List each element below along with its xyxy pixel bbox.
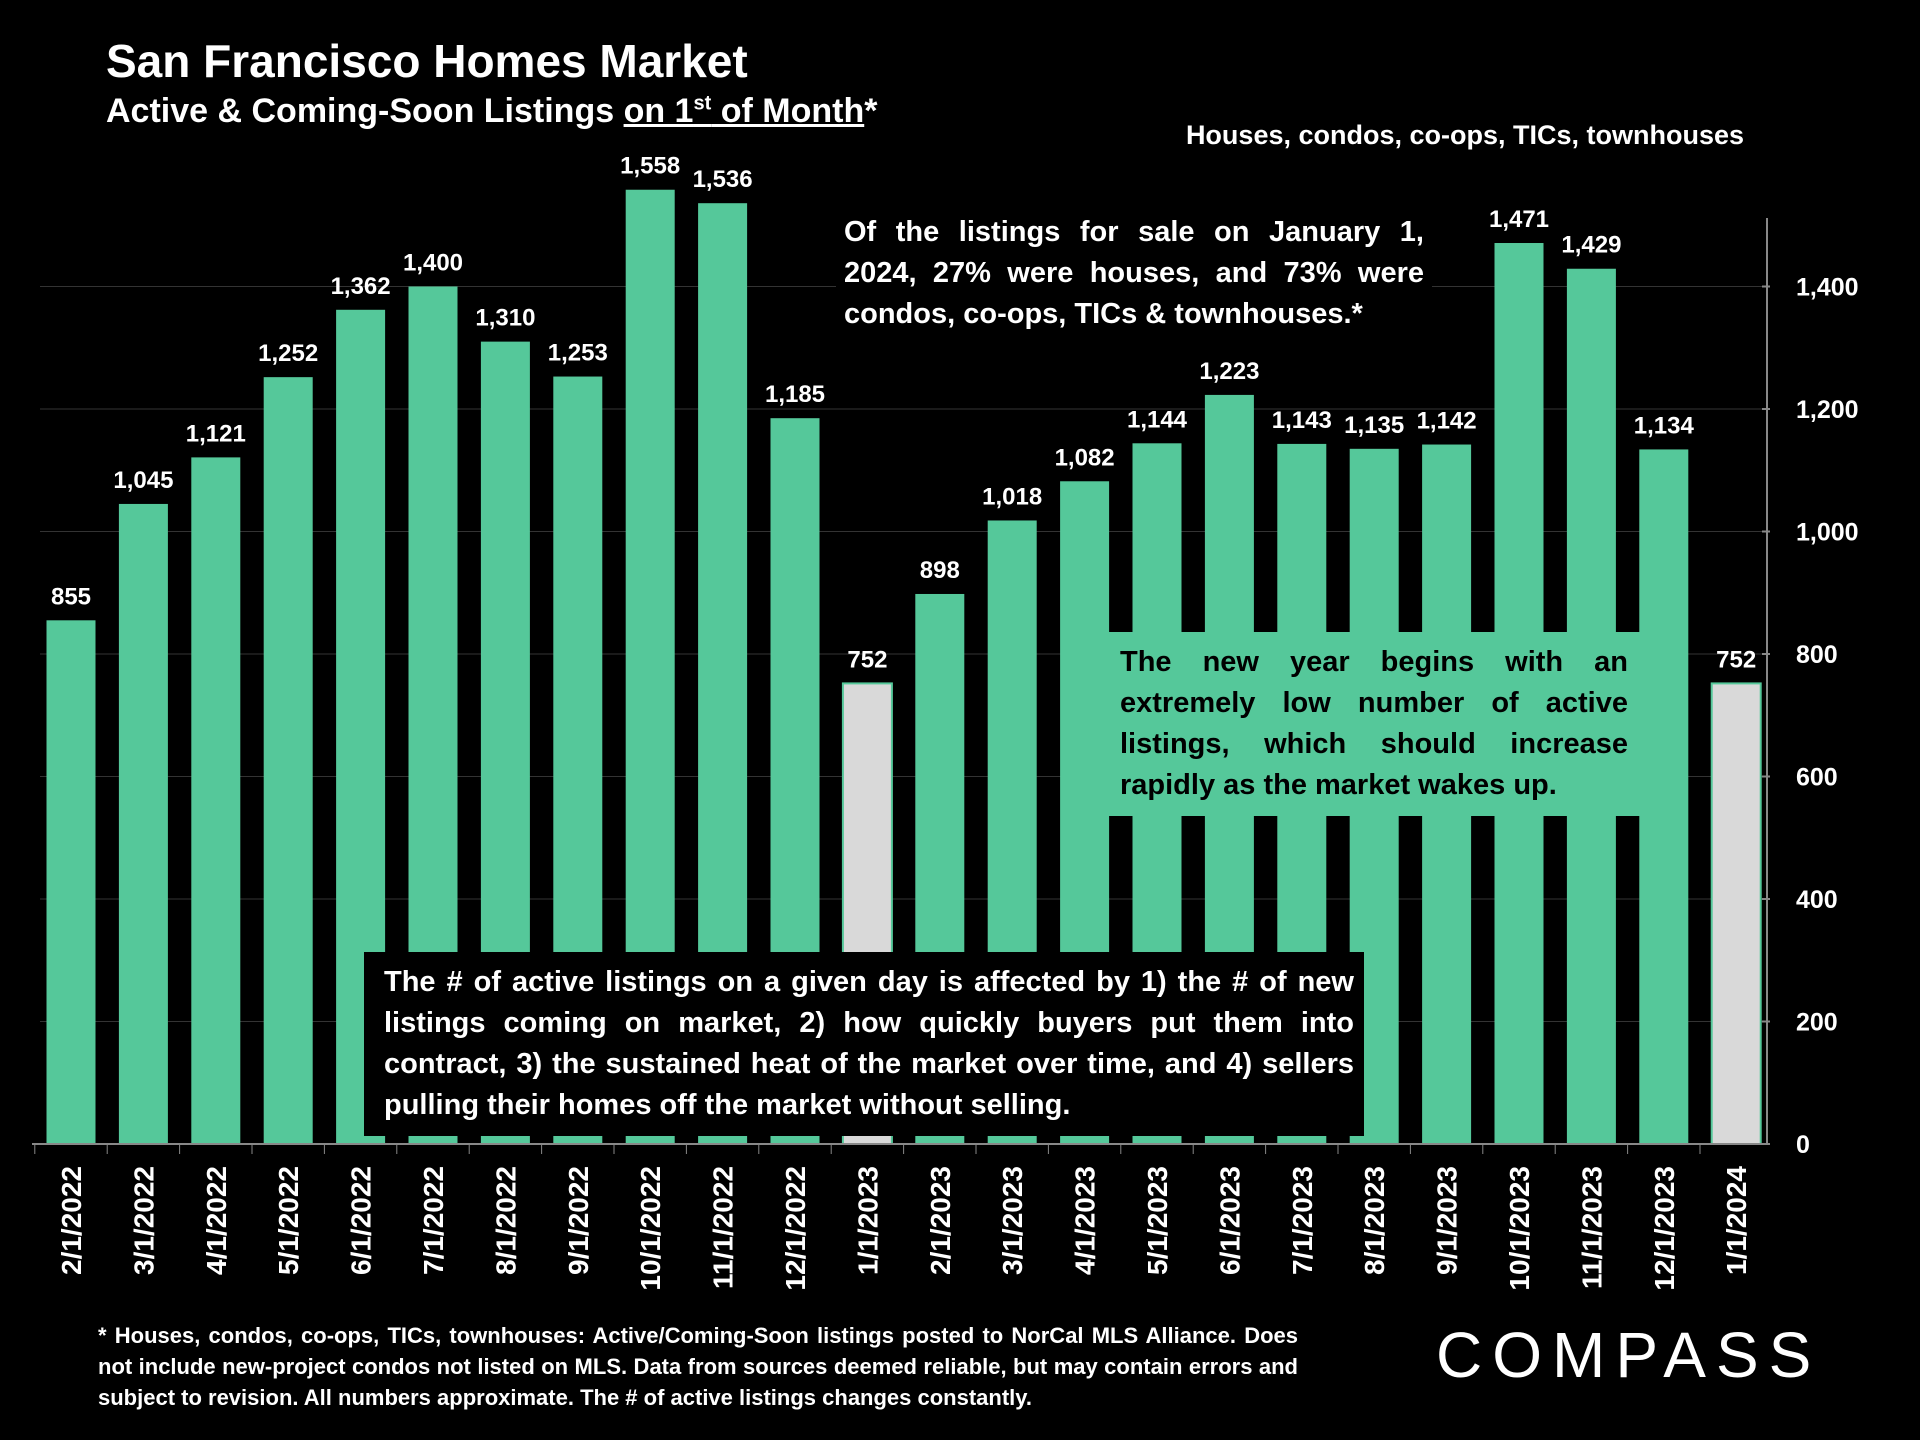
- bar: [263, 377, 313, 1144]
- x-tick-label: 12/1/2023: [1649, 1166, 1680, 1291]
- data-label: 1,471: [1489, 206, 1549, 233]
- x-tick-label: 8/1/2023: [1359, 1166, 1390, 1275]
- x-tick-label: 2/1/2023: [925, 1166, 956, 1275]
- bar: [1639, 449, 1689, 1144]
- x-tick-label: 5/1/2023: [1142, 1166, 1173, 1275]
- footnote: * Houses, condos, co-ops, TICs, townhous…: [98, 1323, 1298, 1410]
- x-tick-label: 4/1/2023: [1070, 1166, 1101, 1275]
- data-label: 1,252: [258, 340, 318, 367]
- data-label: 855: [51, 583, 91, 610]
- x-tick-label: 7/1/2023: [1287, 1166, 1318, 1275]
- x-tick-label: 4/1/2022: [201, 1166, 232, 1275]
- subtitle-underlined: on 1st of Month: [623, 92, 865, 130]
- x-tick-label: 11/1/2023: [1576, 1166, 1607, 1289]
- data-label: 1,310: [475, 305, 535, 332]
- annotation-new-year: The new year begins with an extremely lo…: [1096, 632, 1646, 816]
- data-label: 1,185: [765, 381, 825, 408]
- y-tick-label: 800: [1796, 641, 1838, 669]
- annotation-explanation: The # of active listings on a given day …: [364, 952, 1364, 1136]
- data-label: 1,253: [548, 340, 608, 367]
- x-tick-label: 9/1/2022: [563, 1166, 594, 1275]
- x-tick-label: 5/1/2022: [273, 1166, 304, 1275]
- y-tick-label: 200: [1796, 1009, 1838, 1037]
- data-label: 1,223: [1199, 358, 1259, 385]
- subtitle-star: *: [864, 92, 878, 130]
- y-tick-label: 1,400: [1796, 274, 1859, 302]
- segment-note: Houses, condos, co-ops, TICs, townhouses: [1185, 120, 1744, 150]
- data-label: 1,134: [1634, 412, 1695, 439]
- data-label: 1,018: [982, 483, 1042, 510]
- y-tick-label: 400: [1796, 886, 1838, 914]
- data-label: 1,045: [113, 467, 173, 494]
- annotation-breakdown: Of the listings for sale on January 1, 2…: [836, 210, 1432, 337]
- bar: [191, 457, 241, 1144]
- bar: [1710, 682, 1762, 1146]
- x-tick-label: 1/1/2024: [1721, 1166, 1752, 1275]
- y-tick-label: 1,200: [1796, 396, 1859, 424]
- x-tick-label: 3/1/2022: [128, 1166, 159, 1275]
- x-tick-label: 11/1/2022: [708, 1166, 739, 1289]
- x-tick-label: 6/1/2022: [346, 1166, 377, 1275]
- data-label: 1,144: [1127, 406, 1188, 433]
- x-tick-label: 1/1/2023: [852, 1166, 883, 1275]
- data-label: 1,536: [693, 166, 753, 193]
- x-tick-label: 8/1/2022: [490, 1166, 521, 1275]
- data-label: 1,135: [1344, 412, 1404, 439]
- data-label: 1,558: [620, 153, 680, 180]
- y-tick-label: 1,000: [1796, 519, 1859, 547]
- subtitle-main: Active & Coming-Soon Listings: [106, 92, 624, 130]
- chart-title: San Francisco Homes Market: [106, 35, 748, 87]
- x-tick-label: 6/1/2023: [1214, 1166, 1245, 1275]
- bar: [46, 620, 96, 1144]
- data-label: 898: [920, 557, 960, 584]
- y-tick-label: 0: [1796, 1131, 1810, 1159]
- data-label: 752: [1716, 646, 1756, 673]
- compass-logo: COMPASS: [1436, 1319, 1822, 1391]
- x-tick-label: 10/1/2023: [1504, 1166, 1535, 1291]
- data-label: 1,400: [403, 250, 463, 277]
- x-tick-label: 12/1/2022: [780, 1166, 811, 1291]
- x-tick-label: 2/1/2022: [56, 1166, 87, 1275]
- data-label: 1,082: [1055, 444, 1115, 471]
- data-label: 1,143: [1272, 407, 1332, 434]
- y-tick-label: 600: [1796, 764, 1838, 792]
- data-label: 1,142: [1417, 408, 1477, 435]
- data-label: 752: [847, 646, 887, 673]
- x-tick-label: 3/1/2023: [997, 1166, 1028, 1275]
- x-tick-label: 10/1/2022: [635, 1166, 666, 1291]
- data-label: 1,121: [186, 420, 246, 447]
- x-tick-label: 7/1/2022: [418, 1166, 449, 1275]
- data-label: 1,362: [331, 273, 391, 300]
- data-label: 1,429: [1561, 232, 1621, 259]
- bar: [118, 503, 168, 1144]
- x-tick-label: 9/1/2023: [1432, 1166, 1463, 1275]
- chart-subtitle: Active & Coming-Soon Listings on 1st of …: [106, 92, 877, 131]
